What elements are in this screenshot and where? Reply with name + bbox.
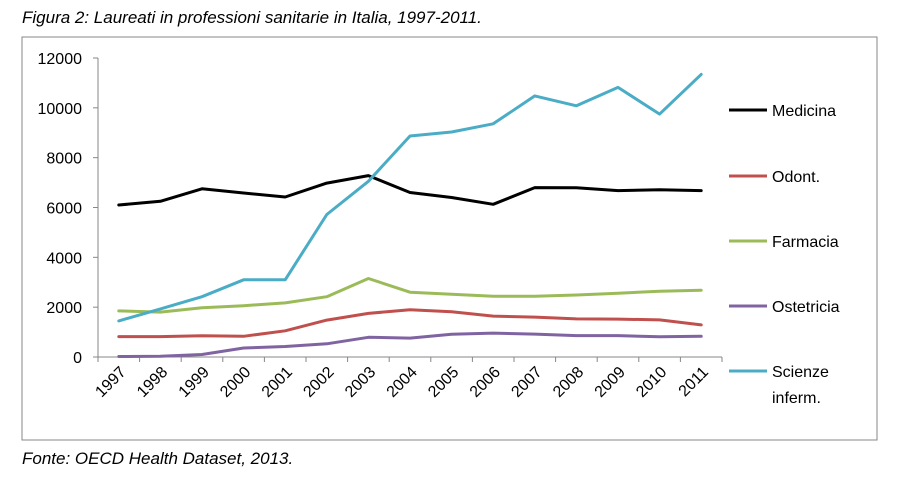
legend-label: Farmacia (772, 234, 839, 251)
legend-label: Medicina (772, 103, 836, 120)
y-tick-label: 12000 (38, 51, 83, 68)
series-line-4 (117, 72, 703, 323)
chart-frame (21, 36, 878, 441)
series-line-0 (117, 174, 703, 207)
source-note: Fonte: OECD Health Dataset, 2013. (22, 449, 294, 468)
y-tick-label: 6000 (46, 201, 82, 218)
y-tick-label: 10000 (38, 101, 83, 118)
plot-series (117, 72, 703, 358)
y-tick-label: 4000 (46, 250, 82, 267)
y-tick-label: 0 (73, 350, 82, 367)
series-line-3 (117, 331, 703, 358)
legend-label: Odont. (772, 169, 820, 186)
series-line-1 (117, 308, 703, 339)
legend: Medicina Odont. Farmacia Ostetricia Scienze i… (729, 103, 840, 407)
series-line-2 (117, 277, 703, 314)
y-tick-label: 2000 (46, 300, 82, 317)
legend-label: Ostetricia (772, 299, 840, 316)
legend-label: Scienze (772, 364, 829, 381)
legend-label: inferm. (772, 390, 821, 407)
y-tick-label: 8000 (46, 151, 82, 168)
y-axis: 0 2000 4000 6000 8000 10000 12000 (38, 51, 98, 367)
figure-caption: Figura 2: Laureati in professioni sanita… (22, 8, 482, 27)
